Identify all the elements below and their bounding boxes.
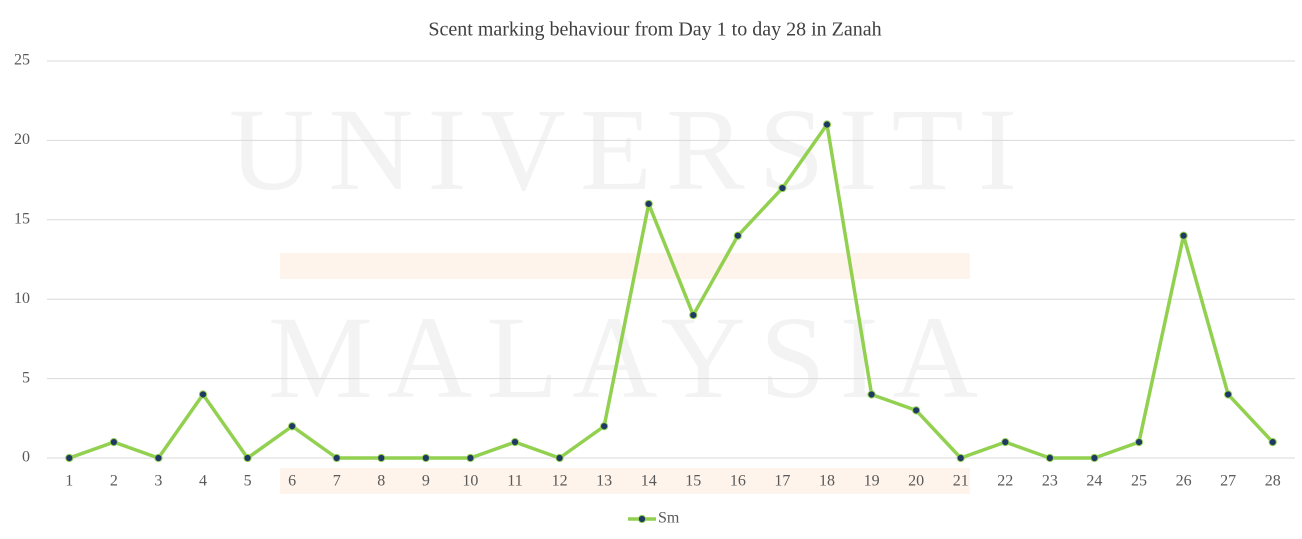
point — [956, 453, 965, 463]
watermark-band — [280, 253, 970, 279]
point — [689, 310, 698, 320]
point — [466, 453, 475, 463]
x-tick-label: 1 — [65, 473, 73, 490]
series-line — [68, 122, 1274, 460]
x-tick-label: 12 — [552, 473, 568, 490]
y-tick-label: 15 — [14, 210, 30, 227]
y-tick-label: 5 — [22, 369, 30, 386]
point — [644, 199, 653, 209]
x-tick-label: 18 — [819, 473, 835, 490]
x-tick-label: 9 — [422, 473, 430, 490]
watermark: MALAYSIA — [268, 292, 992, 423]
y-tick-label: 10 — [14, 290, 30, 307]
x-tick-label: 22 — [997, 473, 1013, 490]
point — [778, 183, 787, 193]
point — [600, 422, 609, 431]
x-tick-label: 4 — [199, 473, 207, 490]
point — [421, 453, 430, 463]
x-tick-label: 2 — [110, 473, 118, 490]
watermark-band — [280, 468, 970, 494]
point — [288, 422, 297, 431]
point — [1134, 438, 1144, 447]
point — [65, 453, 74, 463]
x-tick-label: 25 — [1131, 473, 1147, 490]
x-tick-label: 17 — [774, 473, 790, 490]
x-tick-label: 27 — [1220, 473, 1236, 490]
x-tick-label: 19 — [864, 473, 880, 490]
point — [1090, 453, 1099, 463]
x-tick-label: 20 — [908, 473, 924, 490]
point — [1268, 438, 1277, 447]
point — [555, 453, 564, 463]
point — [1224, 390, 1233, 399]
point — [109, 438, 118, 447]
point — [154, 453, 163, 463]
x-tick-label: 13 — [596, 473, 612, 490]
x-tick-label: 21 — [953, 473, 969, 490]
point — [510, 438, 520, 447]
point — [1045, 453, 1054, 463]
y-tick-label: 25 — [14, 52, 30, 69]
point — [243, 453, 252, 463]
point — [198, 390, 208, 399]
point — [822, 120, 832, 129]
point — [912, 406, 921, 415]
x-tick-label: 8 — [377, 473, 385, 490]
point — [332, 453, 341, 463]
x-tick-label: 14 — [641, 473, 657, 490]
x-tick-label: 28 — [1265, 473, 1281, 490]
x-tick-label: 10 — [462, 473, 478, 490]
point — [867, 390, 876, 399]
chart-title: Scent marking behaviour from Day 1 to da… — [428, 19, 881, 41]
point — [1001, 438, 1010, 447]
watermark: UNIVERSITI — [229, 84, 1031, 215]
y-tick-label: 20 — [14, 131, 30, 148]
x-tick-label: 26 — [1176, 473, 1192, 490]
x-tick-label: 7 — [333, 473, 341, 490]
x-tick-label: 11 — [507, 473, 522, 490]
x-tick-label: 3 — [154, 473, 162, 490]
point — [377, 453, 386, 463]
x-tick-label: 23 — [1042, 473, 1058, 490]
y-tick-label: 0 — [22, 449, 30, 466]
point — [733, 231, 742, 240]
legend-marker — [637, 514, 647, 524]
x-tick-label: 5 — [244, 473, 252, 490]
x-tick-label: 6 — [288, 473, 296, 490]
legend-label: Sm — [658, 510, 680, 527]
x-tick-label: 24 — [1086, 473, 1102, 490]
x-tick-label: 15 — [685, 473, 701, 490]
x-tick-label: 16 — [730, 473, 746, 490]
point — [1179, 231, 1188, 240]
